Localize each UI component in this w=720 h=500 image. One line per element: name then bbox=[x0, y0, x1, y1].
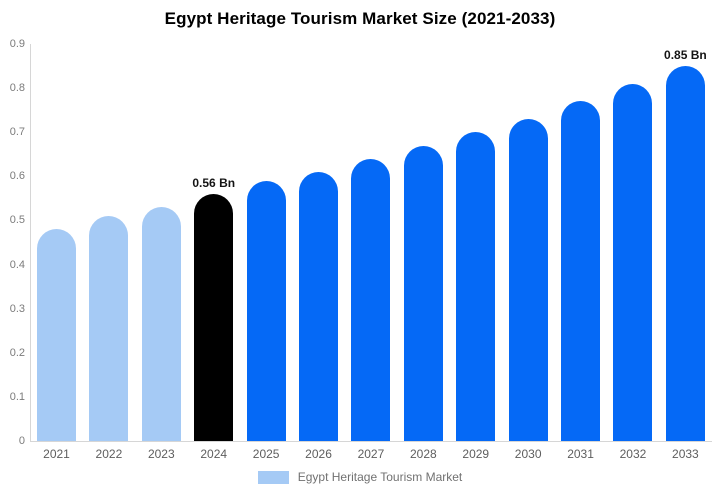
legend-label: Egypt Heritage Tourism Market bbox=[297, 470, 463, 484]
bar-2029[interactable] bbox=[456, 132, 496, 441]
x-axis-tick-label-2025: 2025 bbox=[252, 447, 280, 461]
x-axis-tick-label-2030: 2030 bbox=[514, 447, 542, 461]
y-axis-tick-label: 0 bbox=[18, 435, 25, 447]
y-axis-tick-label: 0.4 bbox=[9, 258, 25, 271]
x-axis-tick-label-2029: 2029 bbox=[462, 447, 490, 461]
bar-2022[interactable] bbox=[89, 216, 129, 441]
x-axis: 2021 2022 2023 2024 2025 2026 2027 2028 2029 2030… bbox=[30, 447, 712, 461]
y-axis-tick-label: 0.5 bbox=[9, 214, 25, 227]
x-axis-tick-label-2028: 2028 bbox=[409, 447, 437, 461]
x-axis-tick-label-2022: 2022 bbox=[95, 447, 123, 461]
x-axis-tick-label-2033: 2033 bbox=[672, 447, 699, 461]
legend-item[interactable]: Egypt Heritage Tourism Market bbox=[257, 470, 463, 484]
bar-2031[interactable] bbox=[561, 101, 601, 441]
x-axis-tick-label-2024: 2024 bbox=[200, 447, 228, 461]
y-axis-tick-label: 0.1 bbox=[9, 390, 25, 403]
bar-2024[interactable]: 0.56 Bn bbox=[192, 176, 235, 441]
bar-2027[interactable] bbox=[351, 158, 391, 441]
y-axis-tick-label: 0.9 bbox=[9, 38, 25, 50]
y-axis-line bbox=[30, 44, 31, 441]
bar-2030[interactable] bbox=[508, 119, 548, 441]
x-axis-tick-label-2023: 2023 bbox=[147, 447, 175, 461]
x-axis-tick-label-2021: 2021 bbox=[43, 447, 70, 461]
chart-title: Egypt Heritage Tourism Market Size (2021… bbox=[164, 9, 556, 28]
bar-2028[interactable] bbox=[403, 145, 443, 441]
bar-2032[interactable] bbox=[613, 83, 653, 441]
y-axis-tick-label: 0.8 bbox=[9, 82, 25, 95]
y-axis-tick-label: 0.7 bbox=[9, 126, 25, 139]
y-axis-tick-label: 0.6 bbox=[9, 170, 25, 183]
x-axis-tick-label-2027: 2027 bbox=[357, 447, 385, 461]
bar-value-label-2033: 0.85 Bn bbox=[664, 48, 707, 63]
bar-2021[interactable] bbox=[37, 229, 76, 441]
x-axis-tick-label-2032: 2032 bbox=[619, 447, 647, 461]
bar-2025[interactable] bbox=[246, 180, 286, 441]
plot-area: 0.56 Bn 0.85 Bn bbox=[30, 44, 712, 441]
legend: Egypt Heritage Tourism Market bbox=[0, 470, 720, 484]
x-axis-tick-label-2026: 2026 bbox=[305, 447, 332, 461]
bar-2033[interactable]: 0.85 Bn bbox=[664, 48, 707, 441]
bar-2023[interactable] bbox=[141, 207, 181, 441]
legend-swatch bbox=[257, 470, 289, 484]
x-axis-line bbox=[30, 441, 712, 442]
bar-2026[interactable] bbox=[299, 171, 339, 441]
y-axis-tick-label: 0.2 bbox=[9, 346, 25, 359]
x-axis-tick-label-2031: 2031 bbox=[567, 447, 594, 461]
bar-value-label-2024: 0.56 Bn bbox=[192, 176, 236, 190]
y-axis-tick-label: 0.3 bbox=[9, 302, 25, 315]
